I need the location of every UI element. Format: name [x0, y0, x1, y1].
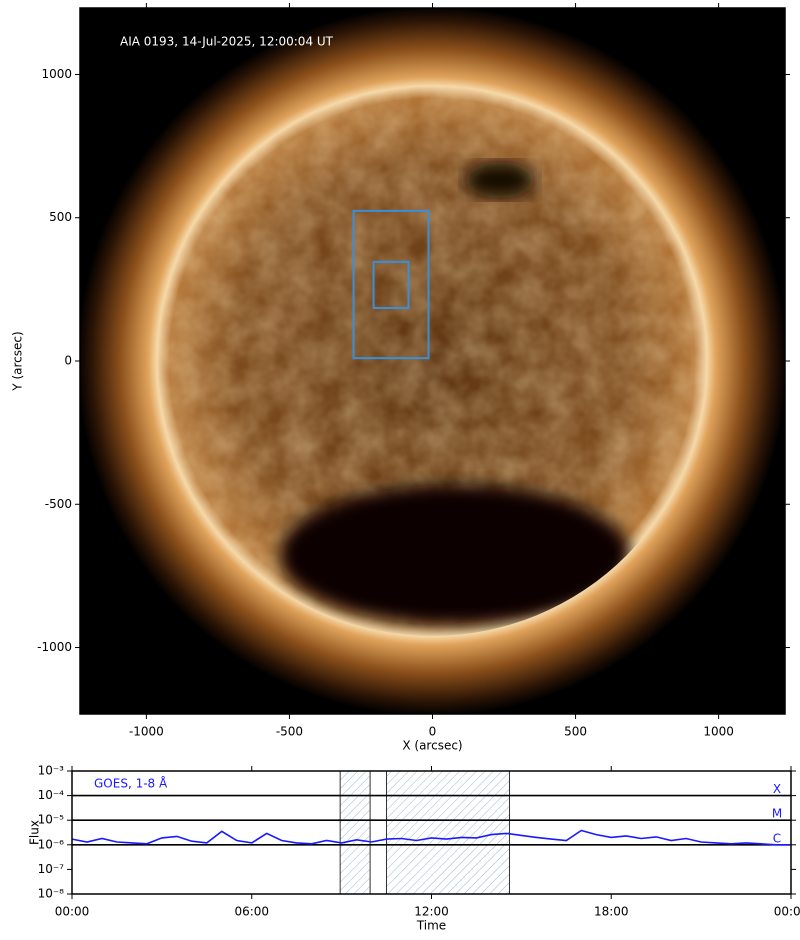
- y-tick-label: 10⁻³: [38, 764, 65, 778]
- y-tick-label: 10⁻⁸: [38, 887, 65, 901]
- flux-line: [71, 829, 791, 846]
- y-tick-label: -1000: [37, 640, 72, 654]
- x-tick-label: 00:00: [55, 905, 90, 919]
- x-tick-label: 1000: [703, 725, 734, 739]
- y-axis-label: Flux: [28, 820, 42, 845]
- region-box: [352, 209, 430, 360]
- image-annotation: AIA 0193, 14-Jul-2025, 12:00:04 UT: [120, 35, 334, 49]
- x-tick-label: -1000: [129, 725, 164, 739]
- disk-texture: [157, 86, 707, 636]
- x-tick-label: 12:00: [414, 905, 449, 919]
- plot-frame: [71, 770, 792, 895]
- x-tick-label: 0: [429, 725, 437, 739]
- shaded-interval: [386, 770, 510, 895]
- x-tick-label: -500: [276, 725, 303, 739]
- top-chart: AIA 0193, 14-Jul-2025, 12:00:04 UT -1000 -…: [11, 3, 790, 753]
- y-tick-label: 10⁻⁴: [38, 788, 65, 802]
- flare-class-label: C: [773, 831, 781, 845]
- x-tick-label: 00:00: [774, 905, 800, 919]
- y-tick-label: 10⁻⁵: [38, 813, 65, 827]
- x-axis-label: Time: [416, 919, 446, 933]
- y-tick-label: 10⁻⁶: [38, 837, 65, 851]
- y-tick-label: 1000: [41, 67, 72, 81]
- solar-image: [80, 8, 785, 714]
- shaded-interval: [339, 770, 371, 895]
- plot-frame: [79, 7, 786, 715]
- y-tick-label: 0: [64, 354, 72, 368]
- coronal-hole: [465, 162, 535, 198]
- y-axis-label: Y (arcsec): [11, 331, 25, 391]
- flare-class-label: M: [772, 807, 782, 821]
- coronal-hole: [280, 485, 630, 625]
- x-tick-label: 18:00: [594, 905, 629, 919]
- x-axis-label: X (arcsec): [402, 739, 462, 753]
- legend-label: GOES, 1-8 Å: [94, 776, 168, 791]
- y-tick-label: -500: [45, 497, 72, 511]
- y-tick-label: 10⁻⁷: [38, 862, 65, 876]
- region-box: [372, 260, 410, 309]
- bottom-chart: XMC GOES, 1-8 Å 00:00 06:00 12:00 18:00 00:00 1…: [28, 764, 800, 933]
- flare-class-label: X: [773, 782, 781, 796]
- y-tick-label: 500: [49, 210, 72, 224]
- x-tick-label: 500: [564, 725, 587, 739]
- x-tick-label: 06:00: [234, 905, 269, 919]
